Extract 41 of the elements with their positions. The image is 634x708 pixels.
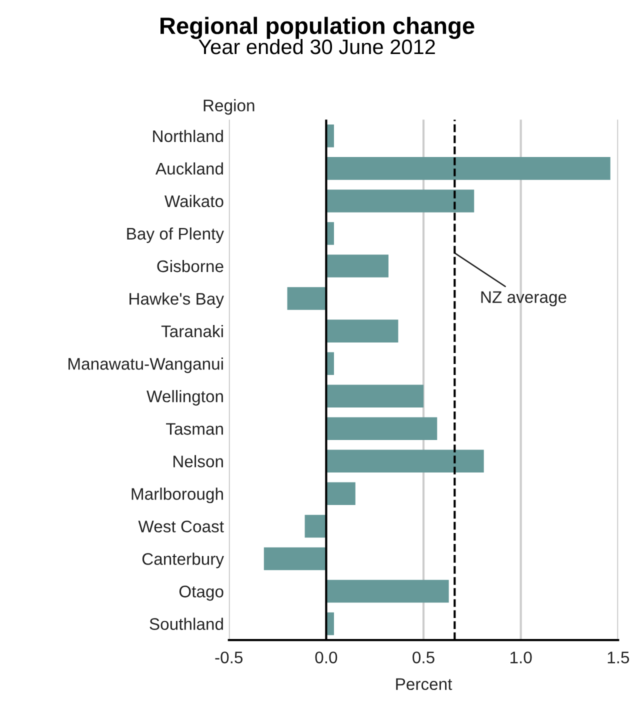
y-tick-label: Nelson	[174, 455, 223, 468]
y-tick-label: West Coast	[138, 520, 224, 532]
bar	[326, 580, 449, 603]
y-tick-label: Waikato	[164, 194, 224, 208]
x-tick-label: 0.0	[315, 652, 338, 664]
y-tick-label: Tasman	[166, 423, 223, 435]
chart-title: Regional population change	[160, 16, 474, 39]
bar	[326, 157, 610, 180]
y-tick-label: Manawatu-Wanganui	[68, 358, 223, 374]
bar	[264, 547, 326, 570]
y-tick-label: Northland	[153, 130, 223, 142]
y-tick-label: Hawke's Bay	[130, 292, 224, 308]
bar	[287, 287, 326, 310]
bar	[326, 384, 424, 408]
bar	[326, 124, 334, 148]
y-tick-label: Bay of Plenty	[127, 227, 224, 243]
bar	[326, 352, 334, 375]
bar	[326, 417, 438, 440]
x-tick-label: 1.0	[510, 652, 532, 664]
bar	[326, 320, 398, 342]
y-tick-label: Auckland	[155, 162, 223, 175]
y-tick-label: Otago	[179, 586, 224, 601]
y-tick-label: Southland	[150, 618, 223, 630]
bar	[326, 190, 474, 212]
ref-line-label: NZ average	[481, 291, 566, 306]
y-tick-label: Marlborough	[132, 488, 223, 504]
chart-subtitle: Year ended 30 June 2012	[198, 38, 435, 54]
bar	[326, 222, 334, 245]
y-axis-title: Region	[204, 99, 254, 115]
y-tick-label: Canterbury	[142, 552, 224, 568]
bar	[326, 482, 356, 506]
y-tick-label: Gisborne	[157, 260, 224, 272]
bar	[326, 254, 388, 278]
y-tick-label: Wellington	[146, 390, 223, 406]
x-tick-label: -0.5	[215, 652, 243, 664]
x-tick-label: 0.5	[412, 652, 434, 664]
y-tick-label: Taranaki	[161, 325, 223, 338]
x-tick-label: 1.5	[608, 652, 630, 664]
bar	[326, 450, 484, 473]
x-axis-title: Percent	[396, 678, 452, 690]
bar	[304, 514, 326, 538]
